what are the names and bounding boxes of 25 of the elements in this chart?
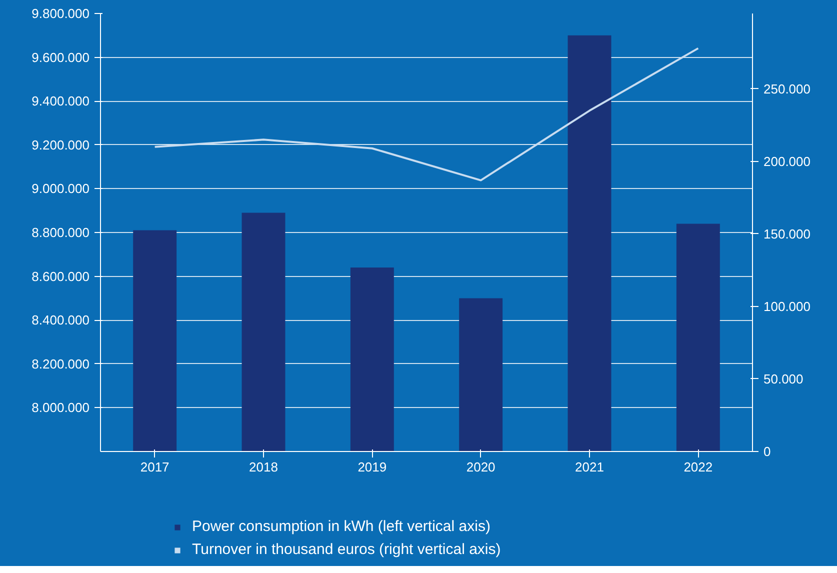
y2-tick-label: 200.000 [764,154,810,169]
x-tick-label: 2018 [249,460,278,474]
y-tick-label: 8.600.000 [32,268,90,284]
x-tick-label: 2022 [684,460,713,474]
x-tick-label: 2019 [358,460,387,474]
y2-tick-label: 250.000 [764,81,810,96]
y-tick-label: 9.400.000 [32,94,90,109]
y-tick-label: 9.000.000 [32,181,90,196]
y-tick-label: 9.800.000 [32,6,90,21]
y-tick-label: 9.200.000 [32,137,90,152]
x-tick-label: 2020 [466,460,496,474]
y-tick-label: 8.200.000 [32,356,90,372]
x-tick-label: 2017 [140,460,170,474]
legend-label: Turnover in thousand euros (right vertical axis) [192,541,501,558]
y2-tick-label: 150.000 [764,226,810,242]
y2-tick-label: 0 [764,444,771,459]
y-tick-label: 9.600.000 [32,50,90,65]
line-series [154,47,700,182]
x-tick-label: 2021 [575,460,604,474]
y2-tick-label: 100.000 [764,298,810,314]
y-tick-label: 8.000.000 [32,400,90,416]
y-tick-label: 8.400.000 [32,312,90,328]
y2-tick-label: 50.000 [764,371,804,386]
legend-label: Power consumption in kWh (left vertical axis) [192,518,490,535]
y-tick-label: 8.800.000 [32,225,90,240]
